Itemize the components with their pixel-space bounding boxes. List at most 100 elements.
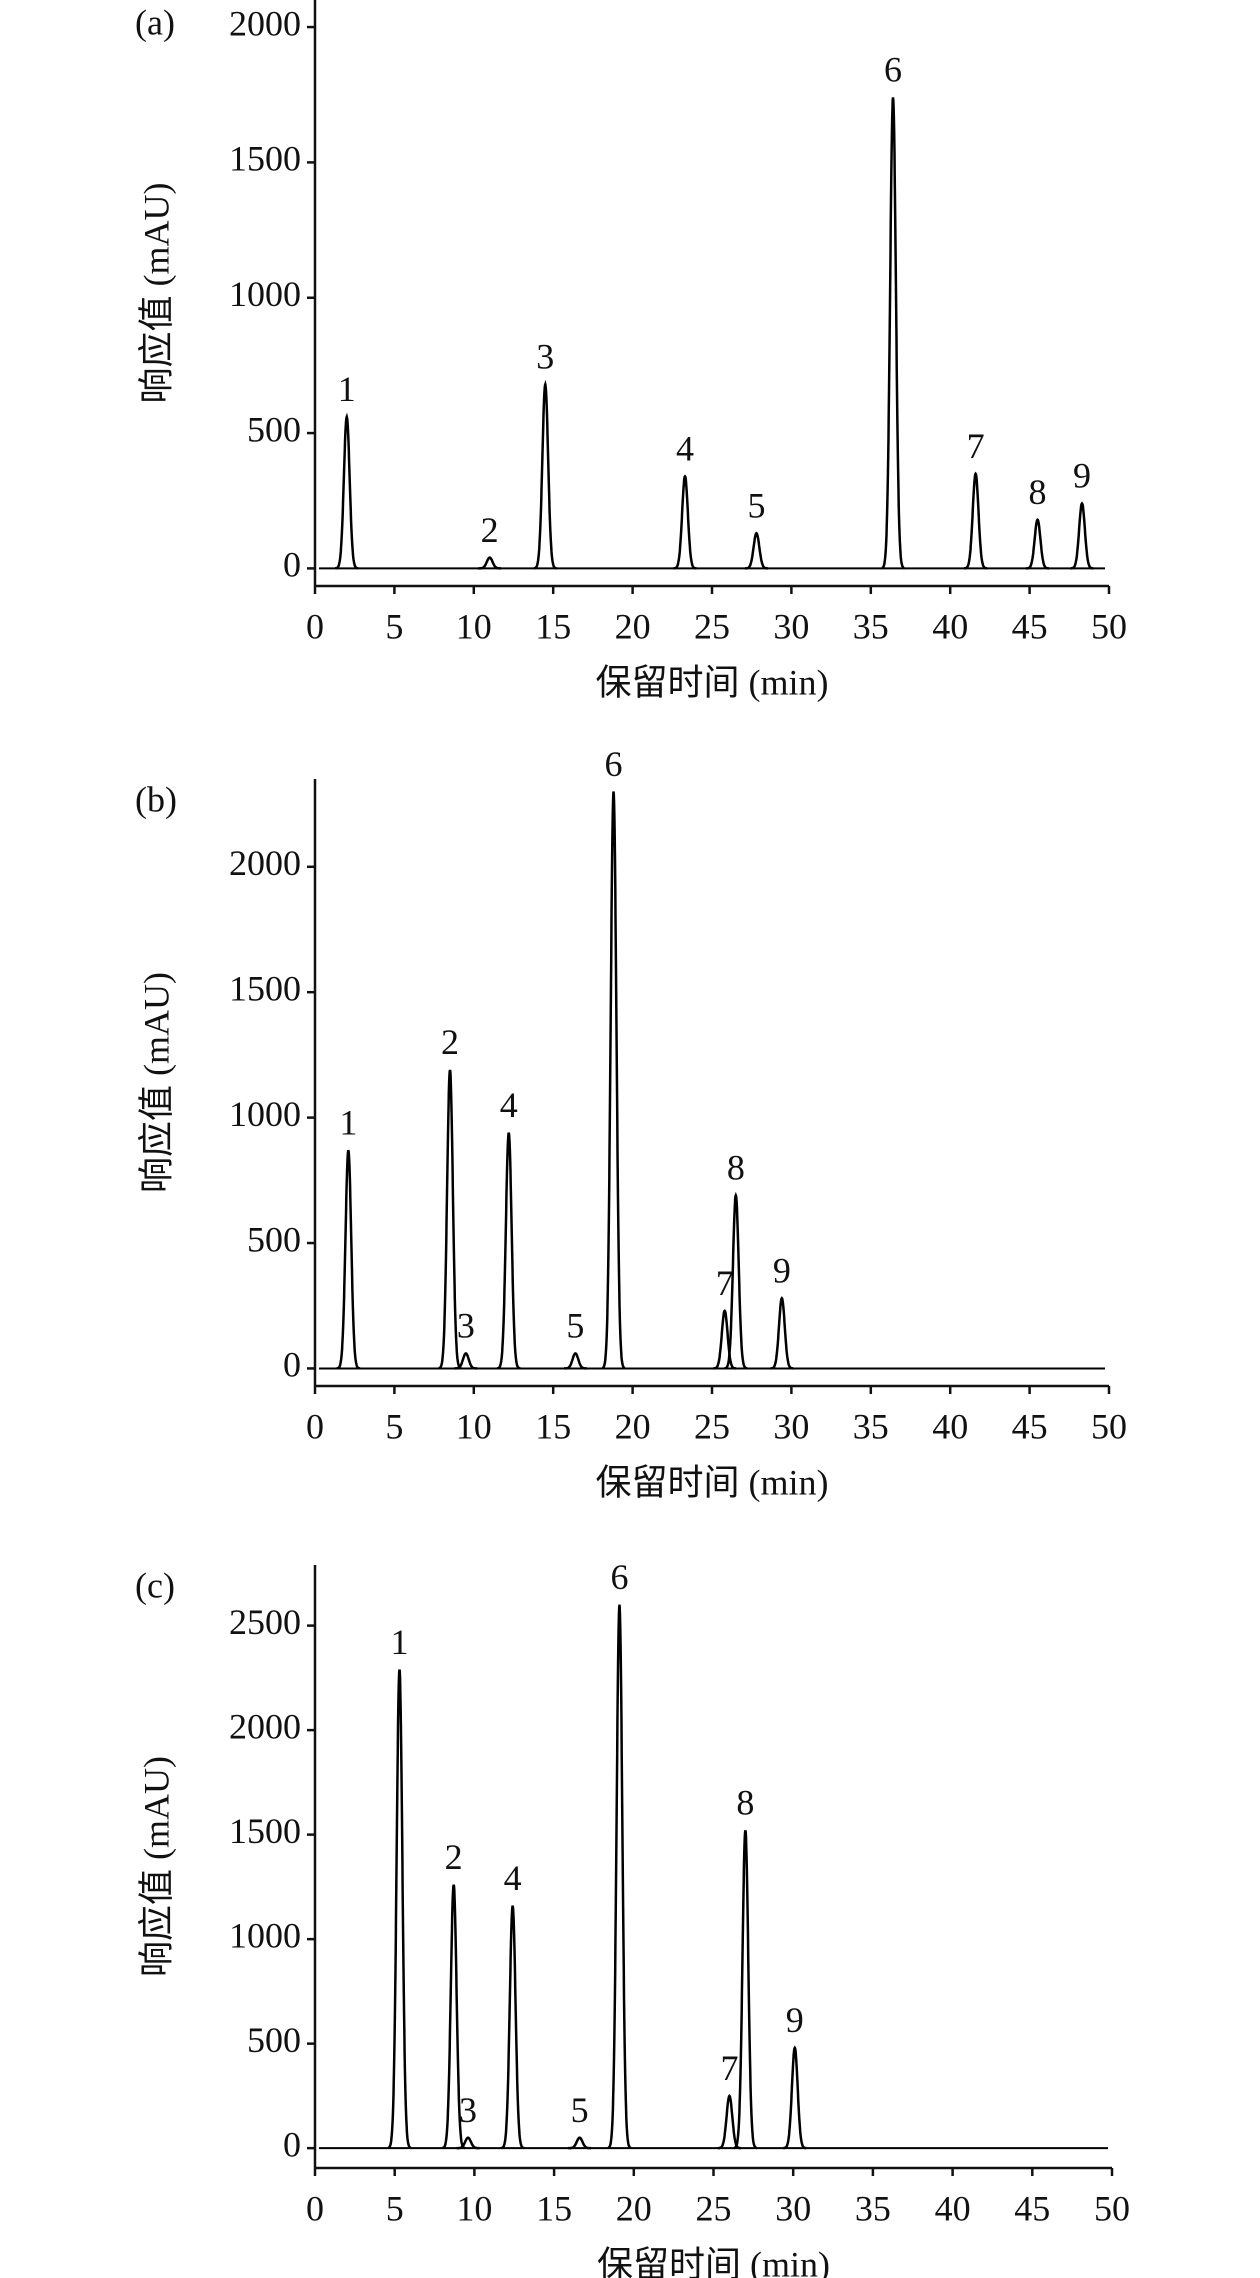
peak-label: 4 xyxy=(500,1085,518,1125)
peak-label: 5 xyxy=(566,1306,584,1346)
x-tick-label: 0 xyxy=(306,606,324,646)
x-tick-label: 25 xyxy=(696,2188,732,2228)
x-tick-label: 5 xyxy=(385,606,403,646)
peak xyxy=(441,1884,466,2150)
y-tick-label: 2500 xyxy=(229,1602,301,1642)
y-tick-label: 2000 xyxy=(229,843,301,883)
peak-label: 1 xyxy=(338,369,356,409)
y-tick-label: 1000 xyxy=(229,274,301,314)
peak xyxy=(783,2045,807,2150)
y-tick-label: 1500 xyxy=(229,139,301,179)
x-tick-label: 20 xyxy=(616,2188,652,2228)
y-axis-label: 响应值 (mAU) xyxy=(136,1756,176,1977)
x-tick-label: 20 xyxy=(615,606,651,646)
peak xyxy=(334,412,359,570)
x-tick-label: 15 xyxy=(535,606,571,646)
peak xyxy=(745,531,768,570)
peak-label: 6 xyxy=(884,50,902,90)
y-tick-label: 500 xyxy=(247,409,301,449)
y-tick-label: 500 xyxy=(247,1219,301,1259)
x-tick-label: 0 xyxy=(306,2188,324,2228)
peak-label: 2 xyxy=(481,510,499,550)
x-tick-label: 50 xyxy=(1091,1406,1127,1446)
y-tick-label: 1000 xyxy=(229,1094,301,1134)
peak-label: 3 xyxy=(459,2090,477,2130)
x-tick-label: 5 xyxy=(385,1406,403,1446)
peak-label: 5 xyxy=(571,2090,589,2130)
peak-label: 9 xyxy=(1073,456,1091,496)
x-axis-label: 保留时间 (min) xyxy=(596,1462,829,1502)
y-tick-label: 1000 xyxy=(229,1915,301,1955)
peak-label: 8 xyxy=(1029,472,1047,512)
x-tick-label: 25 xyxy=(694,606,730,646)
panel-label: (b) xyxy=(135,779,177,819)
x-tick-label: 35 xyxy=(853,1406,889,1446)
x-tick-label: 35 xyxy=(855,2188,891,2228)
x-tick-label: 5 xyxy=(386,2188,404,2228)
peak xyxy=(478,556,502,570)
x-tick-label: 45 xyxy=(1012,1406,1048,1446)
peak-label: 1 xyxy=(339,1102,357,1142)
y-tick-label: 2000 xyxy=(229,3,301,43)
peak xyxy=(713,1309,737,1370)
peak-label: 7 xyxy=(967,426,985,466)
y-tick-label: 1500 xyxy=(229,968,301,1008)
peak xyxy=(770,1296,794,1370)
peak-label: 5 xyxy=(747,485,765,525)
peak xyxy=(733,1830,757,2150)
peak xyxy=(438,1069,462,1370)
x-tick-label: 25 xyxy=(694,1406,730,1446)
x-axis-label: 保留时间 (min) xyxy=(597,2244,830,2278)
peak-label: 9 xyxy=(786,2000,804,2040)
x-tick-label: 40 xyxy=(932,606,968,646)
peak-label: 8 xyxy=(736,1783,754,1823)
x-tick-label: 0 xyxy=(306,1406,324,1446)
peak-label: 6 xyxy=(605,744,623,784)
y-tick-label: 2000 xyxy=(229,1706,301,1746)
peak xyxy=(496,1132,521,1370)
peak xyxy=(533,379,557,570)
peak xyxy=(456,2136,480,2150)
peak-label: 2 xyxy=(445,1837,463,1877)
peak-label: 7 xyxy=(720,2048,738,2088)
peak-label: 3 xyxy=(457,1306,475,1346)
x-tick-label: 35 xyxy=(853,606,889,646)
x-tick-label: 40 xyxy=(932,1406,968,1446)
peak xyxy=(607,1604,632,2150)
y-tick-label: 500 xyxy=(247,2020,301,2060)
x-tick-label: 45 xyxy=(1012,606,1048,646)
y-tick-label: 1500 xyxy=(229,1811,301,1851)
peak-label: 4 xyxy=(504,1858,522,1898)
y-tick-label: 0 xyxy=(283,2124,301,2164)
peak xyxy=(568,2136,592,2150)
peak-label: 8 xyxy=(727,1148,745,1188)
peak xyxy=(1070,501,1094,570)
peak xyxy=(500,1905,525,2150)
y-tick-label: 0 xyxy=(283,1345,301,1385)
peak-label: 2 xyxy=(441,1022,459,1062)
peak-label: 9 xyxy=(773,1250,791,1290)
peak xyxy=(454,1352,478,1370)
panel-label: (a) xyxy=(135,2,175,42)
peak-label: 4 xyxy=(676,429,694,469)
peak-label: 1 xyxy=(390,1622,408,1662)
y-axis-label: 响应值 (mAU) xyxy=(136,972,176,1193)
peak-label: 3 xyxy=(536,337,554,377)
y-tick-label: 0 xyxy=(283,545,301,585)
x-tick-label: 50 xyxy=(1091,606,1127,646)
peak xyxy=(963,471,988,570)
x-axis-label: 保留时间 (min) xyxy=(596,662,829,702)
peak xyxy=(564,1352,587,1370)
x-tick-label: 10 xyxy=(456,2188,492,2228)
peak-label: 6 xyxy=(610,1557,628,1597)
panel-label: (c) xyxy=(135,1565,175,1605)
x-tick-label: 15 xyxy=(535,1406,571,1446)
peak xyxy=(673,474,697,570)
y-axis-label: 响应值 (mAU) xyxy=(136,183,176,404)
x-tick-label: 15 xyxy=(536,2188,572,2228)
peak xyxy=(387,1669,412,2150)
x-tick-label: 45 xyxy=(1014,2188,1050,2228)
x-tick-label: 40 xyxy=(935,2188,971,2228)
peak xyxy=(881,97,905,570)
